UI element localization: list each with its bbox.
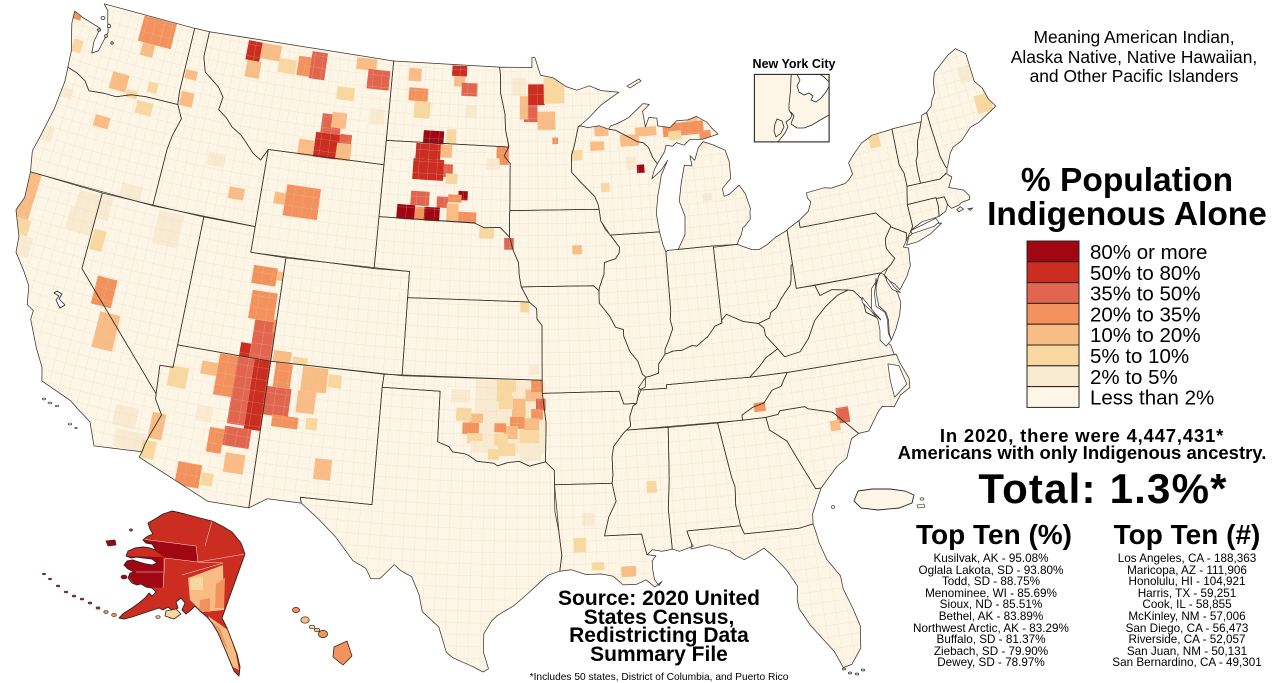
- svg-text:10% to 20%: 10% to 20%: [1090, 324, 1201, 347]
- svg-text:20% to 35%: 20% to 35%: [1090, 303, 1201, 326]
- svg-text:2% to 5%: 2% to 5%: [1090, 366, 1178, 389]
- svg-text:80% or more: 80% or more: [1090, 241, 1207, 264]
- svg-text:50% to 80%: 50% to 80%: [1090, 262, 1201, 285]
- svg-text:5% to 10%: 5% to 10%: [1090, 345, 1189, 368]
- svg-text:Less than 2%: Less than 2%: [1090, 387, 1214, 410]
- svg-text:35% to 50%: 35% to 50%: [1090, 283, 1201, 306]
